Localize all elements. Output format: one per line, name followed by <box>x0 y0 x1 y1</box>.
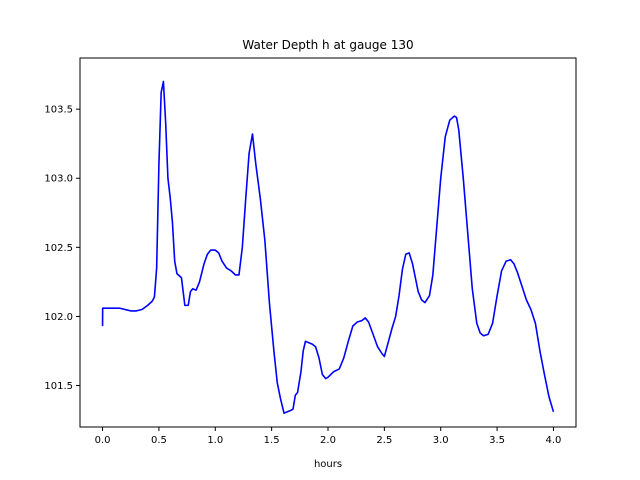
y-tick-label: 102.0 <box>44 312 73 323</box>
x-tick-label: 0.5 <box>151 435 167 446</box>
x-axis: 0.0 0.5 1.0 1.5 2.0 2.5 3.0 3.5 4.0 <box>95 427 562 446</box>
x-tick-label: 2.0 <box>320 435 336 446</box>
y-tick-label: 101.5 <box>44 381 73 392</box>
x-tick-label: 1.0 <box>207 435 223 446</box>
x-tick-label: 3.0 <box>433 435 449 446</box>
x-tick-label: 3.5 <box>489 435 505 446</box>
series-line-0 <box>101 80 555 414</box>
x-tick-label: 1.5 <box>264 435 280 446</box>
y-axis: 101.5 102.0 102.5 103.0 103.5 <box>44 105 80 392</box>
y-tick-label: 103.0 <box>44 174 73 185</box>
y-tick-label: 102.5 <box>44 243 73 254</box>
plot-area <box>101 80 555 414</box>
x-tick-label: 2.5 <box>376 435 392 446</box>
y-tick-label: 103.5 <box>44 105 73 116</box>
x-tick-label: 0.0 <box>95 435 111 446</box>
chart-title: Water Depth h at gauge 130 <box>242 38 413 52</box>
x-tick-label: 4.0 <box>546 435 562 446</box>
x-axis-label: hours <box>314 459 342 470</box>
